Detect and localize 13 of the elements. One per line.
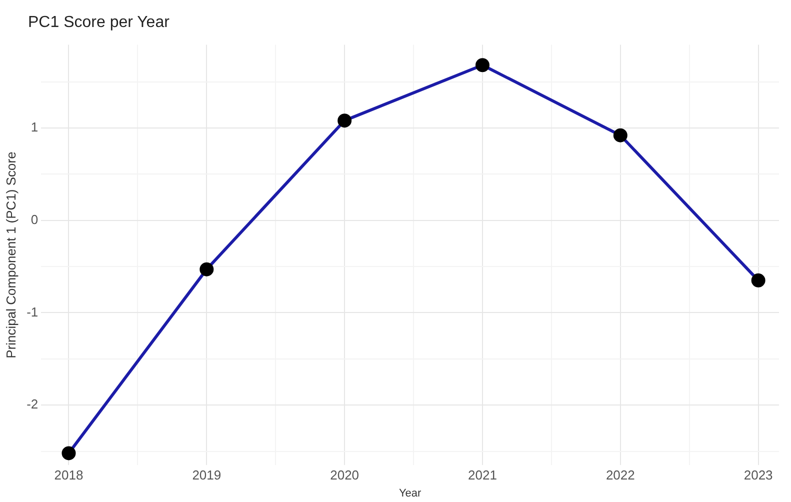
x-axis-title: Year — [398, 487, 422, 500]
x-tick-label: 2018 — [54, 468, 84, 483]
x-tick-label: 2019 — [192, 468, 222, 483]
x-tick-label: 2023 — [744, 468, 773, 483]
y-tick-label: -2 — [26, 396, 38, 412]
x-tick-label: 2020 — [330, 468, 360, 483]
y-axis-title: Principal Component 1 (PC1) Score — [3, 152, 18, 358]
y-tick-label: -1 — [26, 304, 38, 320]
y-tick-label: 0 — [30, 212, 38, 227]
chart-title: PC1 Score per Year — [28, 14, 170, 32]
y-tick-label: 1 — [30, 120, 38, 135]
x-tick-label: 2021 — [468, 468, 497, 483]
x-tick-label: 2022 — [606, 468, 635, 483]
